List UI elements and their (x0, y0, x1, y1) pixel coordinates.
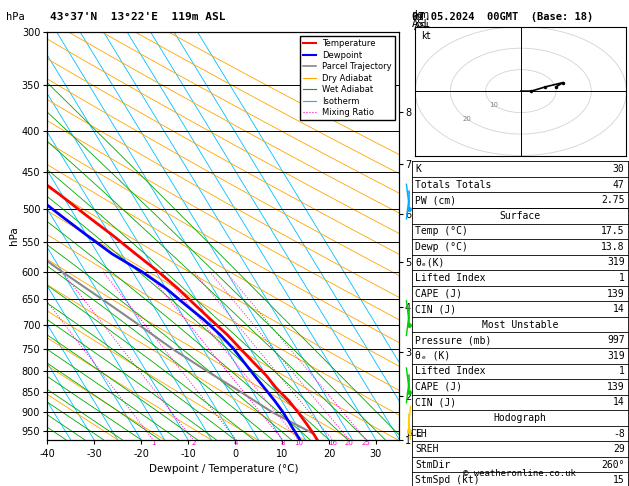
Text: EH: EH (415, 429, 427, 438)
Text: hPa: hPa (6, 12, 25, 22)
Text: km: km (412, 12, 425, 22)
Text: kt: kt (421, 31, 431, 41)
Text: 10: 10 (294, 440, 303, 446)
Text: 14: 14 (613, 304, 625, 314)
Text: 1: 1 (151, 440, 155, 446)
Text: 20: 20 (345, 440, 353, 446)
Text: CIN (J): CIN (J) (415, 304, 456, 314)
Text: -8: -8 (613, 429, 625, 438)
Text: 14: 14 (613, 398, 625, 407)
Text: Dewp (°C): Dewp (°C) (415, 242, 468, 252)
Text: 16: 16 (328, 440, 337, 446)
Text: Pressure (mb): Pressure (mb) (415, 335, 491, 345)
Text: Temp (°C): Temp (°C) (415, 226, 468, 236)
Text: 30: 30 (613, 164, 625, 174)
Text: Totals Totals: Totals Totals (415, 180, 491, 190)
Y-axis label: hPa: hPa (9, 226, 19, 245)
Text: CAPE (J): CAPE (J) (415, 289, 462, 298)
Text: StmDir: StmDir (415, 460, 450, 469)
Text: 47: 47 (613, 180, 625, 190)
Text: SREH: SREH (415, 444, 438, 454)
Text: 07.05.2024  00GMT  (Base: 18): 07.05.2024 00GMT (Base: 18) (412, 12, 593, 22)
Text: CIN (J): CIN (J) (415, 398, 456, 407)
Text: 15: 15 (613, 475, 625, 485)
Text: θₑ(K): θₑ(K) (415, 258, 445, 267)
Text: 260°: 260° (601, 460, 625, 469)
Text: θₑ (K): θₑ (K) (415, 351, 450, 361)
Text: 997: 997 (607, 335, 625, 345)
Text: 43°37'N  13°22'E  119m ASL: 43°37'N 13°22'E 119m ASL (50, 12, 226, 22)
Text: LCL: LCL (406, 429, 421, 438)
Text: PW (cm): PW (cm) (415, 195, 456, 205)
Text: 8: 8 (281, 440, 285, 446)
Text: StmSpd (kt): StmSpd (kt) (415, 475, 480, 485)
X-axis label: Dewpoint / Temperature (°C): Dewpoint / Temperature (°C) (148, 465, 298, 474)
Text: ASL: ASL (412, 19, 431, 30)
Text: Lifted Index: Lifted Index (415, 366, 486, 376)
Text: 139: 139 (607, 289, 625, 298)
Text: K: K (415, 164, 421, 174)
Text: 2.75: 2.75 (601, 195, 625, 205)
Text: 13.8: 13.8 (601, 242, 625, 252)
Text: Surface: Surface (499, 211, 540, 221)
Text: 4: 4 (234, 440, 238, 446)
Text: Lifted Index: Lifted Index (415, 273, 486, 283)
Text: Hodograph: Hodograph (493, 413, 547, 423)
Y-axis label: km
ASL: km ASL (414, 10, 432, 32)
Text: 29: 29 (613, 444, 625, 454)
Text: 1: 1 (619, 366, 625, 376)
Text: 25: 25 (362, 440, 370, 446)
Text: Most Unstable: Most Unstable (482, 320, 558, 330)
Text: 20: 20 (462, 116, 471, 122)
Text: CAPE (J): CAPE (J) (415, 382, 462, 392)
Legend: Temperature, Dewpoint, Parcel Trajectory, Dry Adiabat, Wet Adiabat, Isotherm, Mi: Temperature, Dewpoint, Parcel Trajectory… (300, 36, 395, 121)
Text: 139: 139 (607, 382, 625, 392)
Text: 10: 10 (489, 102, 498, 108)
Text: 2: 2 (191, 440, 196, 446)
Text: 1: 1 (619, 273, 625, 283)
Text: 17.5: 17.5 (601, 226, 625, 236)
Text: 319: 319 (607, 351, 625, 361)
Text: 319: 319 (607, 258, 625, 267)
Text: © weatheronline.co.uk: © weatheronline.co.uk (464, 469, 576, 478)
